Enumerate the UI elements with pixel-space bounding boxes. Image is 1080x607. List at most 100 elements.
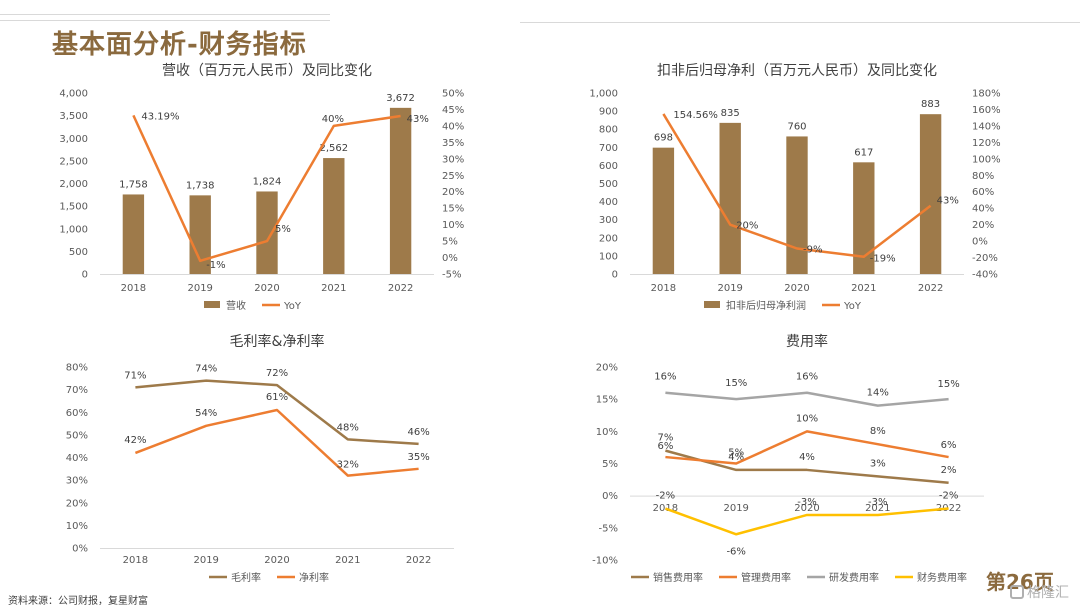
y-tick-label: 10%	[66, 521, 88, 532]
header-rule-left-2	[0, 20, 330, 21]
x-tick-label: 2022	[936, 503, 961, 514]
legend-swatch	[704, 301, 720, 308]
net-profit-chart: 扣非后归母净利（百万元人民币）及同比变化 0 100 200 300 400 500 600 7…	[589, 62, 1001, 312]
series-data-label: 4%	[799, 452, 815, 463]
y-tick-label: 20%	[596, 363, 618, 374]
chart-title: 毛利率&净利率	[230, 333, 325, 350]
x-tick-label: 2019	[723, 503, 748, 514]
legend-label: 营收	[226, 299, 246, 312]
x-tick-label: 2018	[123, 555, 148, 566]
y-right-tick-label: 40%	[442, 121, 464, 132]
yoy-data-label: -9%	[803, 244, 822, 255]
yoy-data-label: 40%	[322, 114, 344, 125]
series-line	[135, 379, 419, 446]
legend-label: YoY	[843, 301, 862, 312]
y-tick-label: -5%	[599, 523, 618, 534]
x-tick-label: 2020	[254, 283, 279, 294]
bar-data-label: 2,562	[319, 143, 348, 154]
y-right-tick-label: 140%	[972, 121, 1001, 132]
y-tick-label: -10%	[592, 556, 618, 567]
series-line	[665, 430, 949, 465]
y-right-tick-label: -40%	[972, 270, 998, 281]
x-tick-label: 2020	[794, 503, 819, 514]
y-left-tick-label: 600	[599, 161, 618, 172]
y-tick-label: 0%	[72, 544, 88, 555]
series-data-label: 10%	[796, 413, 818, 424]
legend-swatch	[204, 301, 220, 308]
y-right-tick-label: 10%	[442, 220, 464, 231]
series-data-label: 71%	[124, 370, 146, 381]
x-tick-label: 2019	[717, 283, 742, 294]
series-data-label: 7%	[657, 433, 673, 444]
legend-label: 净利率	[299, 571, 329, 584]
y-left-tick-label: 0	[82, 270, 88, 281]
header-rule-right	[520, 22, 1080, 23]
x-tick-label: 2018	[653, 503, 678, 514]
yoy-data-label: 20%	[736, 221, 758, 232]
chart-title: 扣非后归母净利（百万元人民币）及同比变化	[657, 62, 937, 79]
bar	[853, 162, 875, 274]
y-right-tick-label: 80%	[972, 171, 994, 182]
x-tick-label: 2019	[193, 555, 218, 566]
legend-label: 销售费用率	[653, 571, 703, 584]
x-tick-label: 2021	[321, 283, 346, 294]
bar	[323, 158, 345, 274]
bar-data-label: 760	[787, 121, 806, 132]
y-right-tick-label: 45%	[442, 105, 464, 116]
watermark-text: 格隆汇	[1027, 585, 1069, 601]
y-right-tick-label: 50%	[442, 89, 464, 100]
y-tick-label: 20%	[66, 498, 88, 509]
series-data-label: 32%	[337, 460, 359, 471]
series-data-label: 16%	[654, 372, 676, 383]
yoy-data-label: 5%	[275, 224, 291, 235]
x-tick-label: 2020	[784, 283, 809, 294]
y-left-tick-label: 300	[599, 215, 618, 226]
bar	[122, 194, 145, 274]
expense-ratio-chart: 费用率 -10% -5% 0% 5% 10% 15% 20% 2018 2019 2020 2021 2…	[592, 333, 984, 584]
y-tick-label: 10%	[596, 427, 618, 438]
y-tick-label: 0%	[602, 491, 618, 502]
y-right-tick-label: -5%	[442, 270, 461, 281]
bar	[786, 136, 808, 274]
x-tick-label: 2018	[121, 283, 146, 294]
series-data-label: 3%	[870, 458, 886, 469]
chart-title: 费用率	[786, 333, 828, 350]
y-left-tick-label: 1,000	[59, 224, 88, 235]
bar-data-label: 883	[921, 99, 940, 110]
series-data-label: 48%	[337, 422, 359, 433]
y-tick-label: 30%	[66, 476, 88, 487]
bar-data-label: 1,824	[253, 176, 282, 187]
y-left-tick-label: 400	[599, 197, 618, 208]
x-tick-label: 2021	[335, 555, 360, 566]
y-left-tick-label: 100	[599, 251, 618, 262]
series-data-label: 8%	[870, 426, 886, 437]
y-left-tick-label: 0	[612, 270, 618, 281]
page-title: 基本面分析-财务指标	[52, 30, 307, 60]
legend-label: 研发费用率	[829, 571, 879, 584]
y-left-tick-label: 2,000	[59, 179, 88, 190]
yoy-data-label: -19%	[870, 254, 896, 265]
y-left-tick-label: 1,500	[59, 202, 88, 213]
series-data-label: 35%	[407, 452, 429, 463]
series-line	[664, 507, 949, 536]
series-data-label: -2%	[656, 491, 675, 502]
series-data-label: 42%	[124, 435, 146, 446]
series-data-label: 72%	[266, 368, 288, 379]
source-note: 资料来源：公司财报，复星财富	[8, 596, 148, 607]
bar-data-label: 3,672	[386, 93, 415, 104]
series-data-label: 16%	[796, 372, 818, 383]
y-right-tick-label: 60%	[972, 187, 994, 198]
bar-data-label: 1,738	[186, 180, 215, 191]
y-right-tick-label: -20%	[972, 253, 998, 264]
bar-data-label: 698	[654, 133, 673, 144]
series-data-label: -2%	[939, 491, 958, 502]
yoy-data-label: 43.19%	[141, 111, 179, 122]
bar-data-label: 1,758	[119, 179, 148, 190]
header-rule-left	[0, 14, 330, 15]
y-right-tick-label: 0%	[442, 253, 458, 264]
y-tick-label: 40%	[66, 453, 88, 464]
y-tick-label: 15%	[596, 395, 618, 406]
y-right-tick-label: 25%	[442, 171, 464, 182]
y-right-tick-label: 100%	[972, 154, 1001, 165]
y-tick-label: 60%	[66, 408, 88, 419]
